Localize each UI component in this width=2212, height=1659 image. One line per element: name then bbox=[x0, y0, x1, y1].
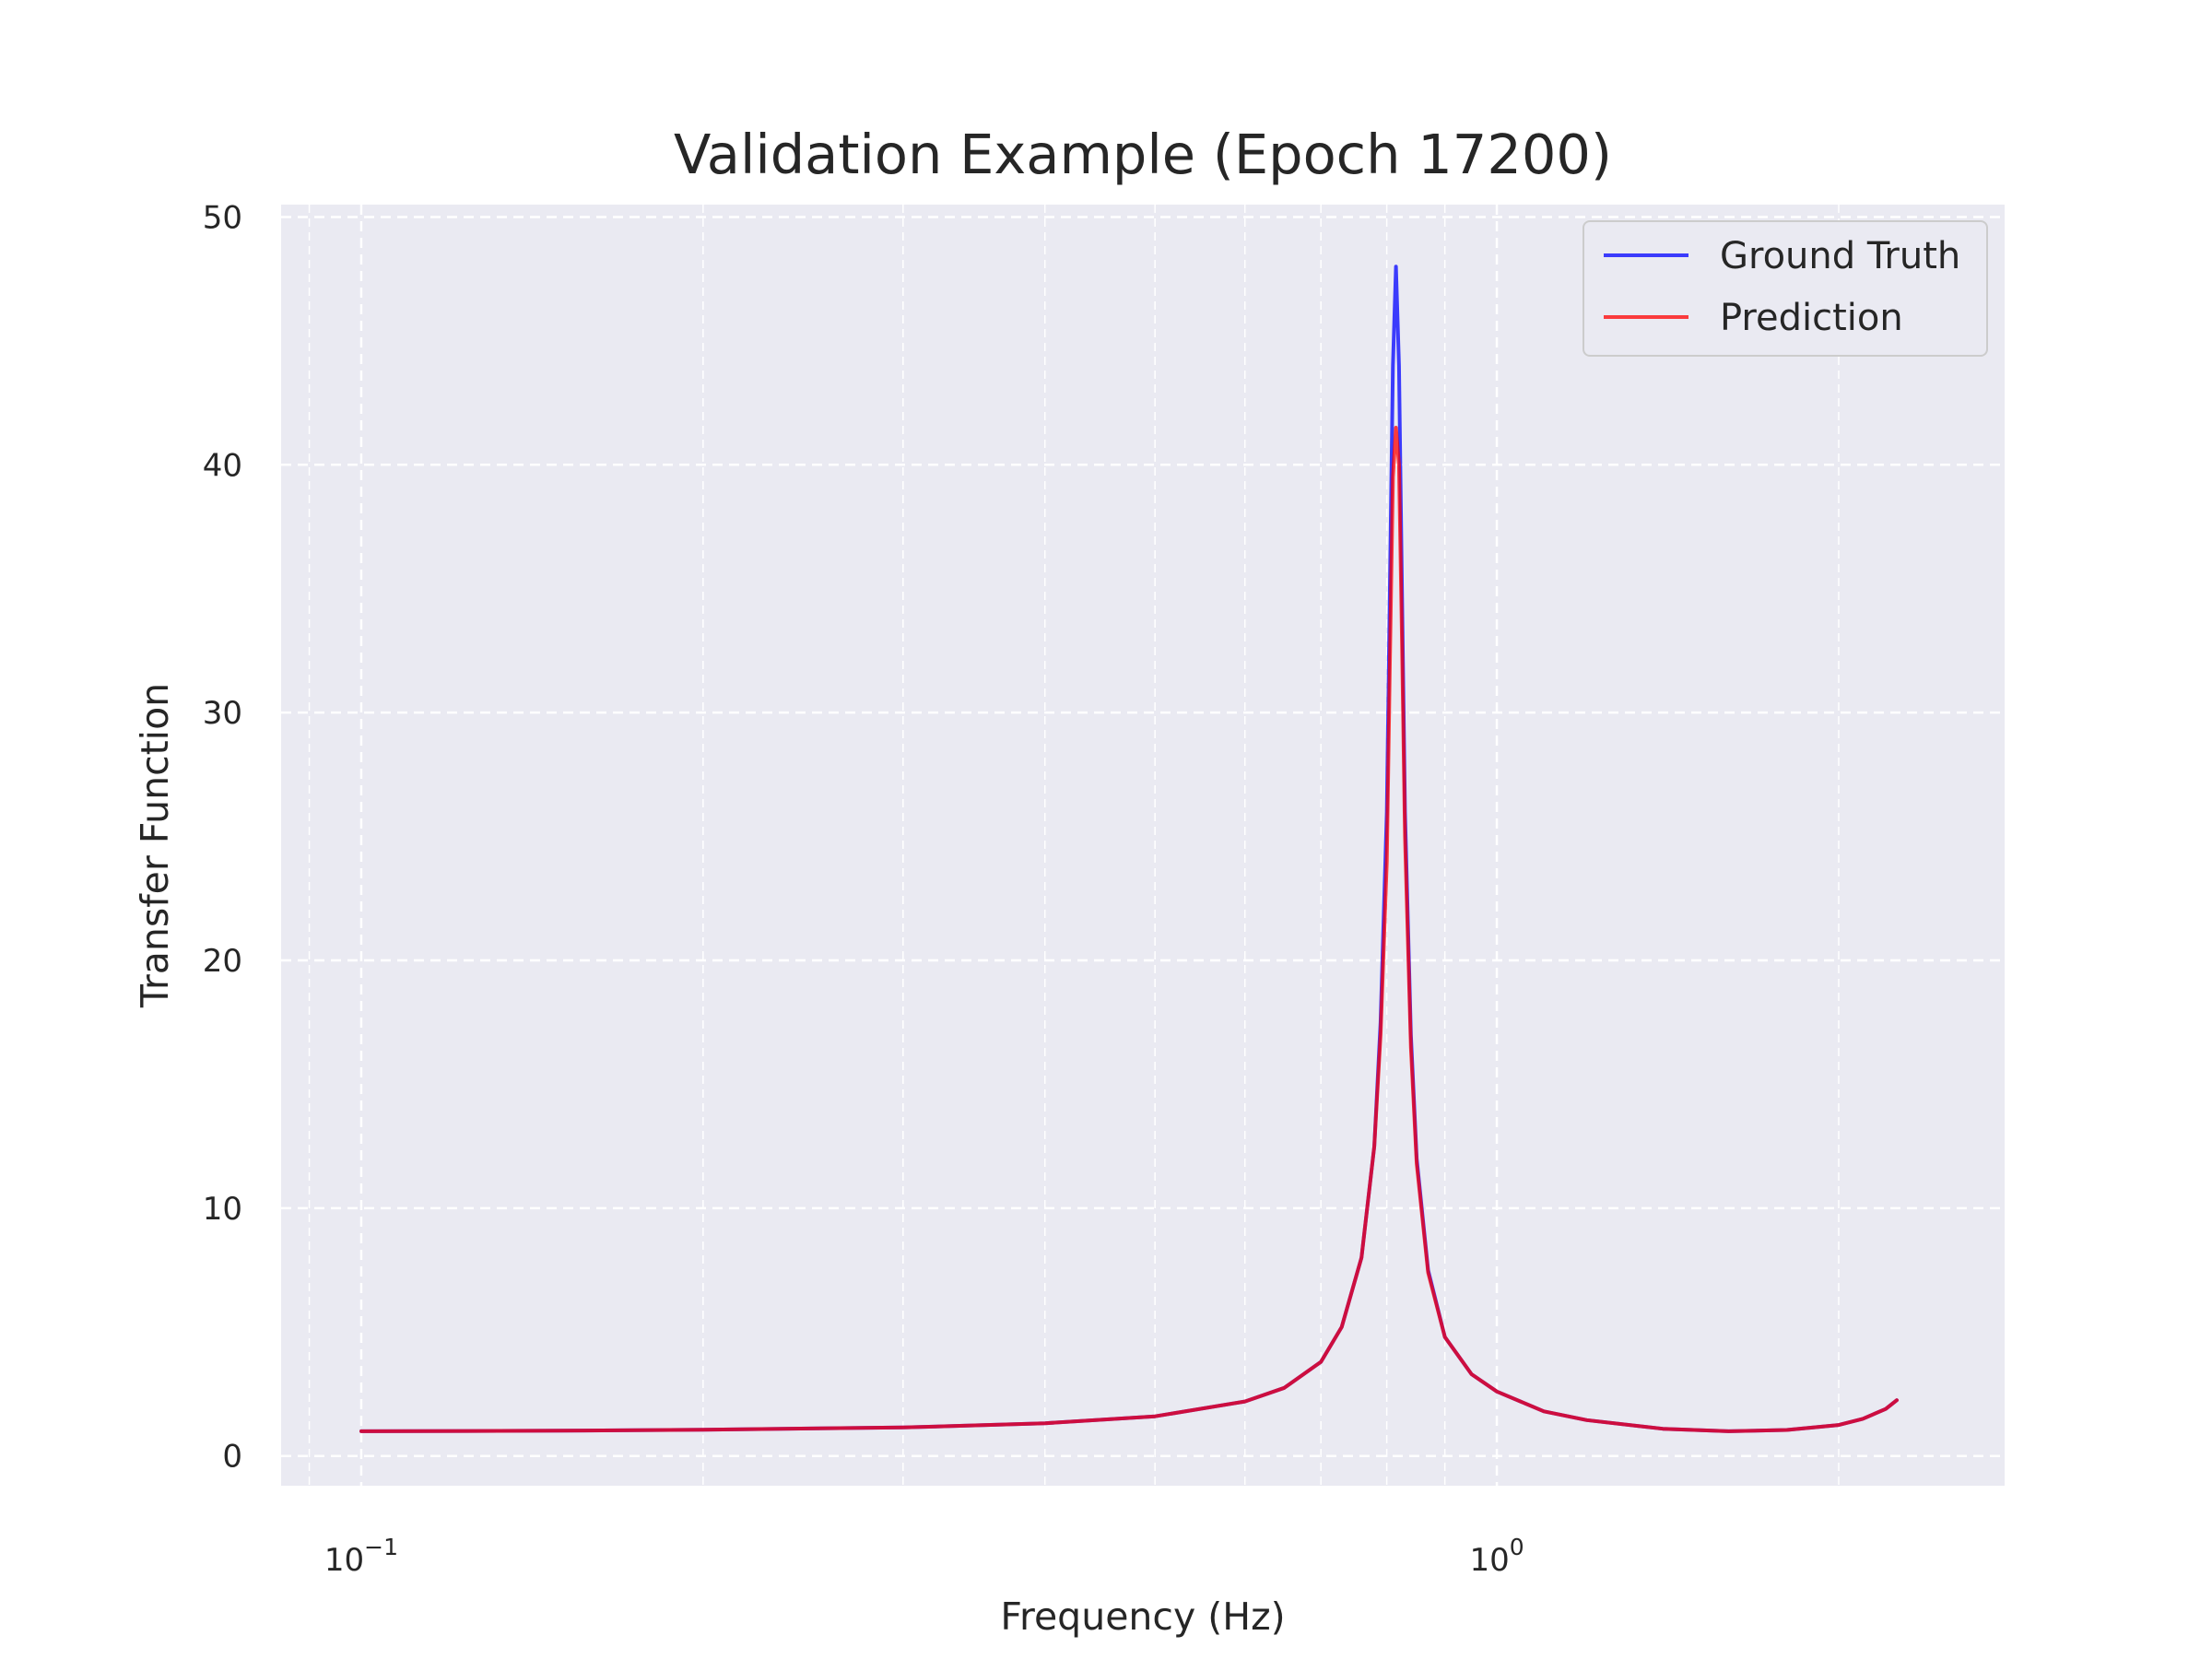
series-layer bbox=[359, 265, 1899, 1433]
y-tick-label: 40 bbox=[203, 447, 242, 484]
legend-label-ground-truth: Ground Truth bbox=[1720, 235, 1960, 277]
chart-title: Validation Example (Epoch 17200) bbox=[674, 123, 1612, 186]
y-tick-label: 30 bbox=[203, 695, 242, 732]
y-tick-label: 50 bbox=[203, 199, 242, 236]
series-line-prediction bbox=[359, 426, 1899, 1433]
x-tick-label: 100 bbox=[1469, 1534, 1524, 1579]
legend: Ground Truth Prediction bbox=[1583, 220, 1988, 357]
y-axis-label: Transfer Function bbox=[133, 683, 177, 1008]
y-tick-label: 20 bbox=[203, 943, 242, 980]
plot-area bbox=[281, 205, 2005, 1486]
grid bbox=[281, 205, 2005, 1486]
x-axis-label: Frequency (Hz) bbox=[1000, 1594, 1285, 1639]
y-tick-labels: 0 10 20 30 40 50 bbox=[203, 199, 242, 1475]
x-tick-labels: 10−1 100 bbox=[324, 1534, 1524, 1579]
x-tick-label: 10−1 bbox=[324, 1534, 398, 1579]
legend-label-prediction: Prediction bbox=[1720, 297, 1903, 339]
y-tick-label: 0 bbox=[222, 1439, 242, 1476]
y-tick-label: 10 bbox=[203, 1191, 242, 1228]
